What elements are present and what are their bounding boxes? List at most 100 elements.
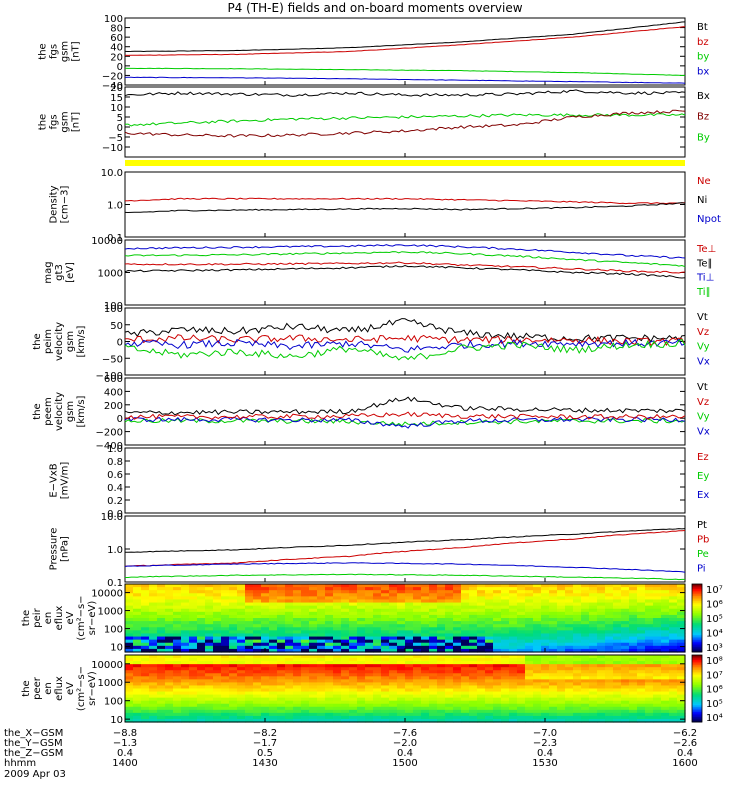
panel-2-frame — [124, 86, 686, 158]
y-axis-label: the — [38, 43, 49, 59]
y-axis-label: Density — [49, 185, 60, 223]
panel-1-series-2 — [124, 26, 686, 56]
colorbar-segment — [692, 710, 702, 713]
colorbar-label: 10⁷ — [706, 670, 723, 681]
y-axis-label: [eV] — [65, 262, 76, 283]
colorbar-segment — [692, 695, 702, 698]
y-tick-label: 100 — [104, 697, 123, 708]
footer-value: 0.4 — [677, 748, 693, 759]
y-tick-label: 0.1 — [107, 578, 123, 589]
colorbar-segment — [692, 716, 702, 720]
y-tick-label: −400 — [96, 441, 123, 452]
y-tick-label: 10.0 — [101, 168, 123, 179]
footer-value: −2.0 — [393, 738, 417, 749]
y-axis-label: gsm — [65, 401, 76, 422]
panel-5-series-1 — [124, 318, 686, 343]
colorbar-segment — [692, 624, 702, 627]
colorbar-segment — [692, 626, 702, 629]
colorbar-segment — [692, 631, 702, 634]
y-axis-label: [cm−3] — [60, 186, 71, 224]
y-tick-label: 100 — [104, 301, 123, 312]
y-tick-label: 100 — [104, 625, 123, 636]
footer-value: −2.6 — [673, 738, 697, 749]
panel-4-series-2 — [124, 251, 686, 268]
colorbar-segment — [692, 607, 702, 610]
colorbar-segment — [692, 673, 702, 676]
panel-2-series-2 — [124, 113, 686, 127]
panel-8-series-3 — [124, 562, 686, 573]
legend-panel-4: Te∥ — [696, 258, 713, 269]
colorbar-segment — [692, 587, 702, 590]
colorbar-segment — [692, 711, 702, 715]
y-axis-label: fgs — [49, 44, 60, 59]
colorbar-label: 10³ — [706, 643, 723, 654]
y-axis-label: [nT] — [71, 41, 82, 61]
y-axis-label: peem — [43, 397, 54, 425]
colorbar-segment — [692, 713, 702, 716]
colorbar-segment — [692, 633, 702, 636]
footer-row-label: the_Z−GSM — [4, 748, 63, 759]
y-axis-label: (cm²−s− — [76, 666, 87, 711]
panel-1-frame — [124, 17, 686, 86]
legend-panel-5: Vy — [697, 342, 710, 353]
colorbar-segment — [692, 678, 702, 681]
legend-panel-8: Pt — [697, 520, 707, 531]
colorbar-segment — [692, 656, 702, 659]
panel-3-frame — [124, 171, 686, 238]
y-axis-label: sr−eV) — [87, 601, 98, 636]
colorbar-segment — [692, 597, 702, 600]
y-tick-label: −100 — [96, 371, 123, 382]
y-axis-label: peir — [32, 607, 43, 627]
y-tick-label: 1000 — [98, 678, 123, 689]
colorbar-segment — [692, 614, 702, 617]
y-tick-label: −5 — [108, 133, 123, 144]
colorbar-segment — [692, 584, 702, 587]
panel-8-series-4 — [125, 573, 685, 581]
panel-3-series-2 — [124, 202, 686, 214]
colorbar-label: 10⁶ — [706, 685, 723, 696]
y-tick-label: 15 — [110, 93, 123, 104]
colorbar-segment — [692, 698, 702, 701]
panel-4-series-3 — [124, 261, 686, 274]
legend-panel-4: Ti⊥ — [696, 273, 714, 284]
y-axis-label: en — [43, 682, 54, 695]
panel-2-series-3 — [124, 109, 686, 138]
panel-1-series-4 — [124, 76, 686, 84]
panel-2-series-1 — [124, 89, 686, 97]
legend-panel-1: bx — [697, 66, 709, 77]
y-tick-label: 0.1 — [107, 233, 123, 244]
y-axis-label: eflux — [54, 676, 65, 701]
y-axis-label: gt3 — [54, 264, 65, 281]
y-tick-label: 0 — [117, 123, 123, 134]
colorbar-segment — [692, 720, 702, 723]
y-tick-label: 600 — [104, 374, 123, 385]
footer-row-label: the_Y−GSM — [4, 738, 63, 749]
colorbar-segment — [692, 705, 702, 708]
y-axis-label: peer — [32, 676, 43, 700]
footer-value: 0.4 — [537, 748, 553, 759]
mode-bar — [125, 160, 685, 166]
colorbar-segment — [692, 599, 702, 602]
y-axis-label: eV — [65, 682, 76, 695]
y-tick-label: −40 — [102, 81, 123, 92]
colorbar-frame — [691, 654, 703, 723]
colorbar-segment — [692, 648, 702, 651]
y-tick-label: 10 — [110, 715, 123, 726]
panel-4-series-1 — [124, 244, 686, 259]
legend-panel-3: Ne — [697, 176, 711, 187]
y-axis-label: gsm — [60, 111, 71, 132]
panel-5-series-3 — [124, 338, 686, 353]
y-axis-label: gsm — [60, 41, 71, 62]
y-axis-label: eV — [65, 611, 76, 624]
y-tick-label: 50 — [110, 321, 123, 332]
y-axis-label: eflux — [54, 606, 65, 631]
y-tick-label: 0.2 — [107, 496, 123, 507]
y-axis-label: [nT] — [71, 112, 82, 132]
panel-1-series-3 — [124, 67, 686, 77]
colorbar-segment — [692, 693, 702, 696]
footer-value: 1530 — [532, 758, 557, 769]
y-axis-label: mag — [43, 261, 54, 283]
legend-panel-5: Vz — [697, 327, 709, 338]
footer-value: 0.4 — [397, 748, 413, 759]
